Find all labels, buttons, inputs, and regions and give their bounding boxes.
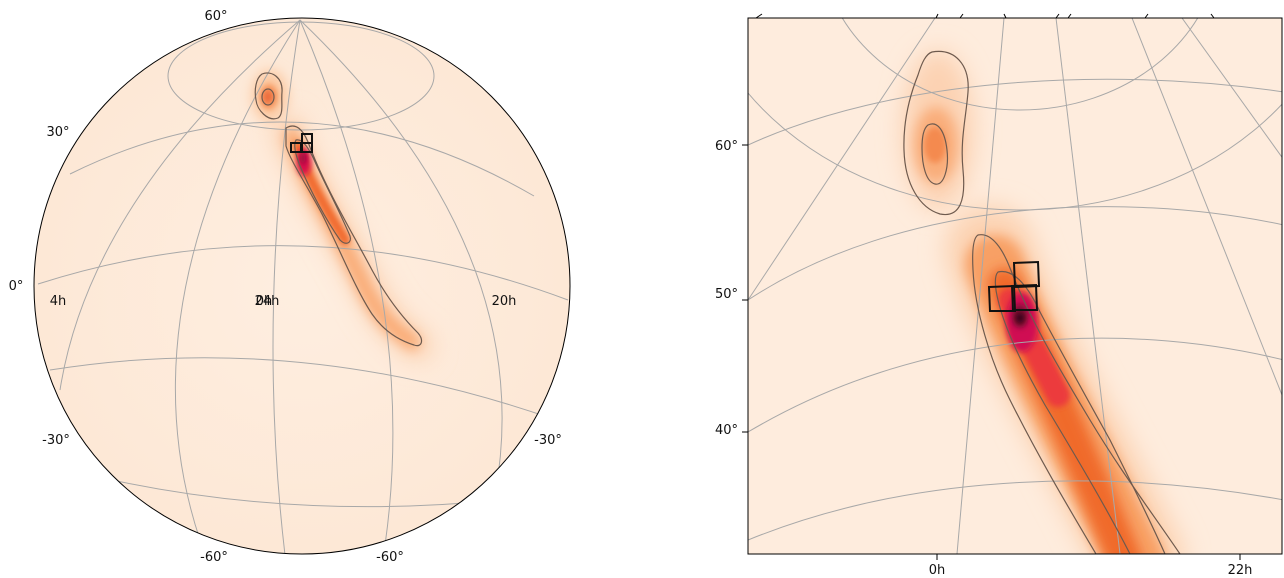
globe-lat-label: 30° [46, 125, 69, 140]
zoom-x-labels: 0h 22h [929, 563, 1253, 578]
globe-lat-label: -30° [42, 433, 70, 448]
zoom-y-labels: 60° 50° 40° [715, 139, 738, 438]
observation-field [301, 133, 313, 144]
zoom-y-label: 50° [715, 287, 738, 302]
globe-contours [254, 72, 423, 347]
globe-lon-label: 0h [256, 294, 273, 309]
globe-heatmap [252, 70, 433, 361]
globe-latitude-labels: 60° 30° 0° -30° -30° -60° -60° [9, 9, 562, 565]
globe-background [34, 18, 570, 554]
zoom-secondary-region [902, 50, 974, 210]
globe-lon-label: 24h [255, 294, 280, 309]
zoom-observation-fields [987, 260, 1041, 312]
globe-lat-label: -60° [200, 550, 228, 565]
globe-lon-label: 20h [492, 294, 517, 309]
globe-main-region [273, 115, 433, 361]
globe-panel: 60° 30° 0° -30° -30° -60° -60° 4h 24h 0h… [9, 9, 571, 565]
globe-longitude-labels: 4h 24h 0h 20h [50, 294, 517, 309]
zoom-graticule [748, 18, 1282, 554]
zoom-tick-marks [742, 13, 1241, 560]
observation-field [1012, 260, 1041, 289]
zoom-x-label: 0h [929, 563, 946, 578]
globe-secondary-region [252, 70, 288, 122]
zoom-y-label: 40° [715, 423, 738, 438]
zoom-frame [747, 17, 1283, 555]
zoom-y-label: 60° [715, 139, 738, 154]
globe-outline [33, 17, 571, 555]
globe-lat-label: 60° [204, 9, 227, 24]
zoom-contours [903, 50, 1181, 554]
globe-lat-label: 0° [9, 279, 24, 294]
globe-observation-fields [290, 133, 313, 153]
observation-field [1010, 283, 1039, 311]
globe-lat-label: -30° [534, 433, 562, 448]
globe-lon-label: 4h [50, 294, 67, 309]
globe-lat-label: -60° [376, 550, 404, 565]
zoom-x-label: 22h [1228, 563, 1253, 578]
zoom-panel: 60° 50° 40° 0h 22h [715, 13, 1283, 578]
